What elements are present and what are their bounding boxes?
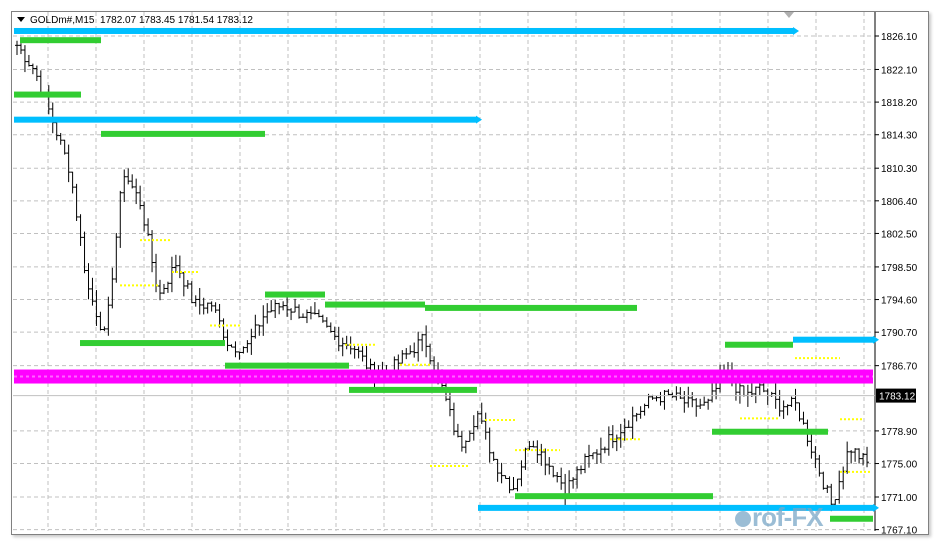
- support-resistance-line: [425, 304, 637, 311]
- support-resistance-line: [101, 130, 265, 137]
- support-resistance-line: [14, 91, 81, 98]
- chart-window[interactable]: [11, 11, 929, 535]
- support-resistance-line: [515, 493, 713, 500]
- support-resistance-line: [349, 386, 477, 393]
- grid: [13, 12, 875, 531]
- price-tick-label: 1806.40: [881, 197, 918, 208]
- support-resistance-line: [225, 362, 349, 369]
- support-resistance-line: [712, 428, 828, 435]
- watermark-logo: rof-FX: [735, 503, 824, 531]
- ohlc-readout: 1782.07 1783.45 1781.54 1783.12: [100, 15, 253, 26]
- arrow-head-icon: [476, 115, 482, 124]
- arrow-head-icon: [793, 26, 799, 35]
- current-price-label: 1783.12: [879, 392, 916, 403]
- blue-arrow-line: [14, 116, 476, 123]
- chart-title: GOLDm#,M15 1782.07 1783.45 1781.54 1783.…: [17, 15, 253, 26]
- support-resistance-line: [325, 301, 425, 308]
- price-tick-label: 1826.10: [881, 32, 918, 43]
- current-price-box: [876, 388, 916, 403]
- price-tick-label: 1778.90: [881, 427, 918, 438]
- price-tick-label: 1818.20: [881, 98, 918, 109]
- price-tick-label: 1810.30: [881, 164, 918, 175]
- price-tick-label: 1790.70: [881, 328, 918, 339]
- ohlc-bars: [15, 40, 870, 512]
- support-resistance-line: [830, 515, 873, 522]
- arrow-head-icon: [873, 335, 879, 344]
- price-tick-label: 1767.10: [881, 526, 918, 537]
- support-resistance-line: [265, 291, 325, 298]
- price-tick-label: 1775.00: [881, 460, 918, 471]
- symbol-label: GOLDm#,M15: [30, 15, 95, 26]
- shift-marker-icon: [784, 12, 794, 18]
- support-resistance-line: [725, 341, 793, 348]
- price-tick-label: 1822.10: [881, 65, 918, 76]
- blue-arrow-line: [14, 27, 793, 34]
- price-tick-label: 1814.30: [881, 131, 918, 142]
- arrow-head-icon: [873, 503, 879, 512]
- support-resistance-line: [20, 37, 101, 44]
- support-resistance-line: [80, 340, 225, 347]
- price-tick-label: 1798.50: [881, 263, 918, 274]
- price-tick-label: 1786.70: [881, 362, 918, 373]
- price-tick-label: 1802.50: [881, 229, 918, 240]
- dropdown-triangle-icon[interactable]: [17, 17, 25, 22]
- magenta-zone: [14, 369, 873, 384]
- price-tick-label: 1794.60: [881, 296, 918, 307]
- blue-arrow-line: [478, 504, 873, 511]
- price-tick-label: 1771.00: [881, 493, 918, 504]
- blue-arrow-line: [793, 336, 873, 343]
